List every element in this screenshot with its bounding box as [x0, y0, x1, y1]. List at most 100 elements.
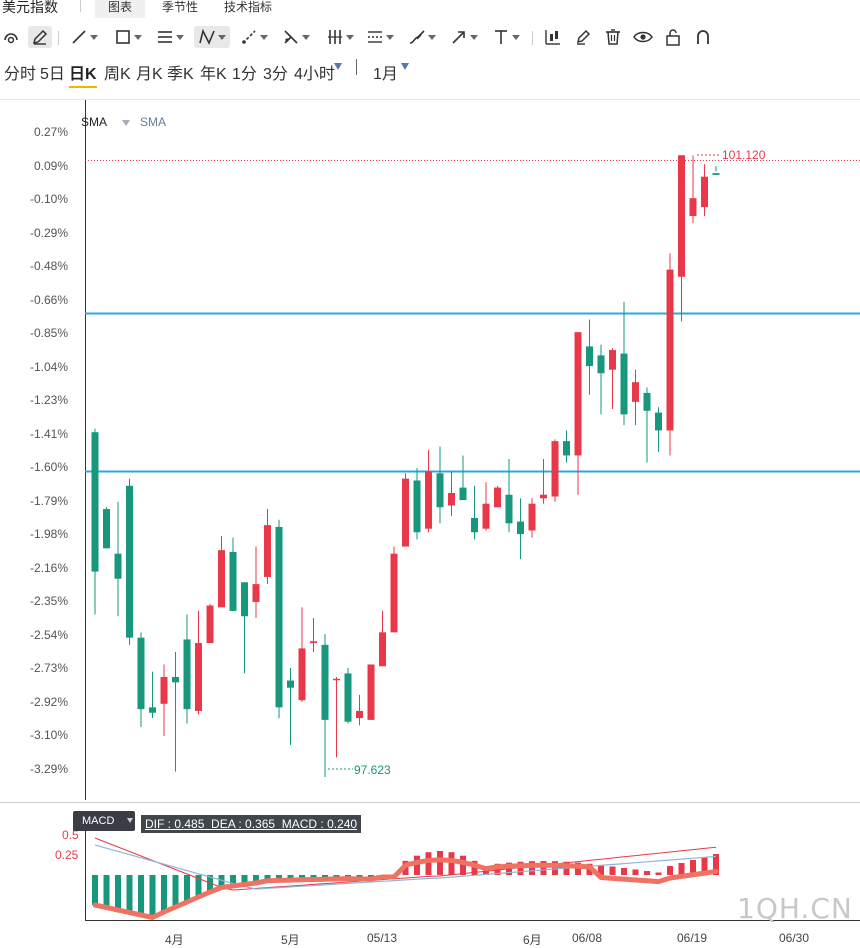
candle-down[interactable]	[597, 355, 605, 374]
candle-down[interactable]	[149, 707, 156, 713]
candle-down[interactable]	[183, 639, 191, 710]
tab-technical-indicators[interactable]: 技术指标	[223, 0, 272, 14]
macd-indicator-button[interactable]: MACD	[73, 811, 135, 831]
trash-icon[interactable]	[600, 26, 626, 48]
candle-up[interactable]	[160, 676, 168, 704]
candle-up[interactable]	[218, 550, 225, 608]
line-icon[interactable]	[66, 26, 102, 48]
candle-up[interactable]	[379, 632, 386, 667]
candle-down[interactable]	[655, 412, 662, 431]
text-icon[interactable]	[488, 26, 524, 48]
candle-up[interactable]	[298, 648, 306, 701]
candle-down[interactable]	[137, 637, 145, 710]
period-timeshare[interactable]: 分时	[4, 66, 37, 83]
candle-up[interactable]	[494, 487, 501, 508]
magnet-u-icon[interactable]	[690, 26, 716, 48]
candle-up[interactable]	[609, 350, 616, 370]
period-monthly[interactable]: 月K	[136, 66, 163, 83]
candle-up[interactable]	[367, 664, 375, 720]
candle-up[interactable]	[482, 503, 490, 529]
candle-up[interactable]	[574, 332, 582, 456]
unlock-icon[interactable]	[660, 26, 686, 48]
period-weekly[interactable]: 周K	[104, 66, 131, 83]
zigzag-icon[interactable]	[194, 26, 230, 48]
candle-down[interactable]	[321, 644, 329, 720]
range-chevron-icon[interactable]	[401, 63, 409, 70]
candle-up[interactable]	[632, 382, 639, 402]
candle-up[interactable]	[666, 269, 674, 431]
candle-down[interactable]	[517, 521, 524, 535]
macd-chevron-icon[interactable]	[127, 818, 133, 823]
brush-icon[interactable]	[404, 26, 440, 48]
eye-icon[interactable]	[630, 26, 656, 48]
candle-up[interactable]	[701, 176, 708, 208]
arrow-icon[interactable]	[446, 26, 482, 48]
candle-down[interactable]	[620, 353, 628, 415]
candle-up[interactable]	[356, 710, 363, 719]
candle-up[interactable]	[689, 198, 697, 217]
sma-chevron-icon[interactable]	[122, 120, 130, 126]
period-3min[interactable]: 3分	[263, 66, 288, 83]
candle-down[interactable]	[229, 551, 237, 611]
candle-up[interactable]	[310, 641, 317, 644]
candle-up[interactable]	[540, 494, 547, 499]
range-selector[interactable]: 1月	[373, 66, 398, 83]
candle-up[interactable]	[195, 643, 202, 711]
rectangle-icon[interactable]	[110, 26, 146, 48]
y-axis-label: -2.16%	[29, 560, 68, 575]
candle-down[interactable]	[459, 487, 467, 501]
candle-down[interactable]	[563, 441, 570, 456]
arrow-line-icon[interactable]	[236, 26, 272, 48]
candle-up[interactable]	[264, 525, 271, 577]
candle-up[interactable]	[528, 503, 536, 531]
pencil-icon[interactable]	[28, 26, 52, 48]
candle-down[interactable]	[505, 494, 513, 524]
period-yearly[interactable]: 年K	[200, 66, 227, 83]
channel-icon[interactable]	[362, 26, 398, 48]
tab-chart[interactable]: 图表	[95, 0, 145, 18]
candle-up[interactable]	[425, 471, 432, 529]
period-1min[interactable]: 1分	[232, 66, 257, 83]
period-quarterly[interactable]: 季K	[167, 66, 194, 83]
tab-seasonality[interactable]: 季节性	[161, 0, 198, 14]
period-4hour[interactable]: 4小时	[294, 66, 335, 83]
candle-down[interactable]	[275, 526, 283, 708]
candle-down[interactable]	[172, 676, 179, 683]
candle-down[interactable]	[436, 473, 444, 508]
candle-up[interactable]	[333, 678, 340, 681]
candle-up[interactable]	[448, 492, 455, 506]
candle-up[interactable]	[402, 478, 409, 547]
candle-down[interactable]	[287, 680, 294, 688]
candle-down[interactable]	[241, 582, 248, 617]
x-label-may: 5月	[281, 933, 300, 947]
sma-indicator-label[interactable]: SMA	[81, 115, 108, 129]
candle-down[interactable]	[643, 392, 651, 411]
macd-bar	[161, 875, 167, 912]
candle-down[interactable]	[586, 346, 593, 367]
highlighter-icon[interactable]	[570, 26, 596, 48]
candle-up[interactable]	[390, 553, 398, 633]
period-more-chevron-icon[interactable]	[334, 63, 342, 70]
candle-down[interactable]	[126, 485, 133, 638]
magnet-icon[interactable]	[0, 26, 22, 48]
cross-line-icon[interactable]	[278, 26, 314, 48]
candle-down[interactable]	[413, 480, 421, 533]
candle-down[interactable]	[91, 432, 99, 572]
candle-up[interactable]	[678, 155, 685, 277]
horizontal-lines-icon[interactable]	[152, 26, 188, 48]
period-daily[interactable]: 日K	[69, 60, 97, 88]
period-5day[interactable]: 5日	[40, 66, 65, 83]
sma-setting-label[interactable]: SMA	[140, 115, 167, 129]
candle-down[interactable]	[344, 673, 352, 722]
candle-down[interactable]	[712, 173, 720, 175]
candle-up[interactable]	[206, 605, 214, 644]
vertical-bars-icon[interactable]	[322, 26, 358, 48]
candle-down[interactable]	[471, 517, 478, 533]
candle-icon[interactable]	[540, 26, 566, 48]
candle-down[interactable]	[114, 553, 122, 579]
candle-up[interactable]	[551, 441, 559, 497]
y-axis-label: -0.66%	[29, 292, 68, 307]
candle-down[interactable]	[103, 509, 110, 549]
candle-up[interactable]	[252, 584, 260, 602]
